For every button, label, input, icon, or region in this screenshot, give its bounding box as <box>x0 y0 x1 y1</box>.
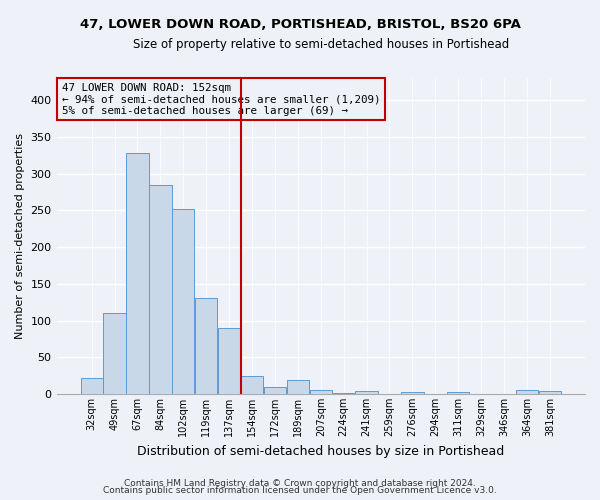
Bar <box>310 390 332 394</box>
Bar <box>264 388 286 394</box>
Bar <box>241 376 263 394</box>
Bar <box>401 392 424 394</box>
Bar <box>539 391 561 394</box>
Bar <box>218 328 240 394</box>
X-axis label: Distribution of semi-detached houses by size in Portishead: Distribution of semi-detached houses by … <box>137 444 505 458</box>
Bar <box>447 392 469 394</box>
Bar <box>127 153 149 394</box>
Title: Size of property relative to semi-detached houses in Portishead: Size of property relative to semi-detach… <box>133 38 509 51</box>
Bar <box>103 313 125 394</box>
Bar <box>195 298 217 394</box>
Text: Contains public sector information licensed under the Open Government Licence v3: Contains public sector information licen… <box>103 486 497 495</box>
Text: 47 LOWER DOWN ROAD: 152sqm
← 94% of semi-detached houses are smaller (1,209)
5% : 47 LOWER DOWN ROAD: 152sqm ← 94% of semi… <box>62 83 380 116</box>
Bar <box>287 380 309 394</box>
Bar <box>149 184 172 394</box>
Bar <box>355 391 378 394</box>
Bar <box>332 392 355 394</box>
Text: 47, LOWER DOWN ROAD, PORTISHEAD, BRISTOL, BS20 6PA: 47, LOWER DOWN ROAD, PORTISHEAD, BRISTOL… <box>80 18 520 30</box>
Bar <box>516 390 538 394</box>
Bar <box>80 378 103 394</box>
Text: Contains HM Land Registry data © Crown copyright and database right 2024.: Contains HM Land Registry data © Crown c… <box>124 478 476 488</box>
Y-axis label: Number of semi-detached properties: Number of semi-detached properties <box>15 133 25 339</box>
Bar <box>172 209 194 394</box>
